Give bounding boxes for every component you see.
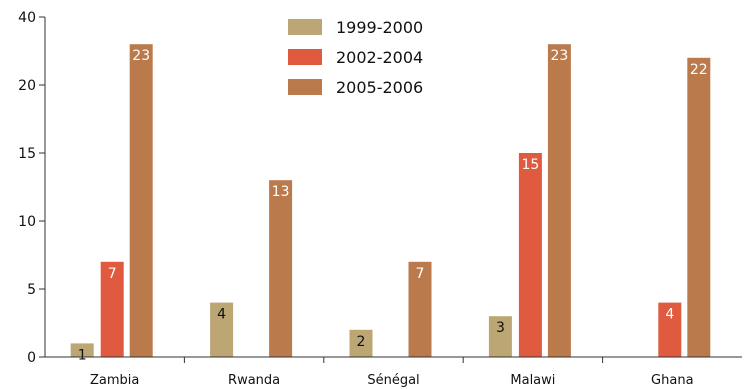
bar [518,153,542,357]
data-labels-layer: 1 7 23 4 13 2 7 3 15 23 4 22 [78,48,708,363]
legend-label: 2005-2006 [336,77,424,97]
legend-swatch [288,49,322,65]
data-label: 23 [550,48,568,64]
x-axis-layer: Zambia Rwanda Sénégal Malawi Ghana [45,356,742,388]
bar [547,44,571,357]
bar [349,329,373,357]
legend: 1999-2000 2002-2004 2005-2006 [288,12,423,102]
data-label: 23 [132,48,150,64]
y-tick-label: 10 [18,214,36,230]
x-tick-label: Zambia [90,373,139,388]
x-tick-label: Rwanda [228,373,280,388]
bar [100,261,124,357]
bar [687,57,711,358]
x-tick-label: Ghana [651,373,694,388]
legend-swatch [288,19,322,35]
y-axis-layer: 0 5 10 15 20 40 [18,10,46,366]
y-tick-label: 40 [18,10,36,26]
data-label: 4 [665,307,674,323]
bar [70,343,94,357]
data-label: 3 [496,320,505,336]
x-tick-label: Malawi [510,373,555,388]
data-label: 13 [272,184,290,200]
y-tick-label: 0 [27,350,36,366]
data-label: 4 [217,307,226,323]
legend-label: 2002-2004 [336,47,424,67]
legend-item-2002-2004: 2002-2004 [288,42,423,72]
bar [408,261,432,357]
legend-item-2005-2006: 2005-2006 [288,72,423,102]
data-label: 15 [521,157,539,173]
data-label: 22 [690,62,708,78]
bar [488,316,512,357]
data-label: 7 [416,266,425,282]
legend-label: 1999-2000 [336,17,424,37]
bars-layer [70,44,711,358]
legend-item-1999-2000: 1999-2000 [288,12,423,42]
bar [269,180,293,357]
data-label: 1 [78,347,87,363]
legend-swatch [288,79,322,95]
x-tick-label: Sénégal [367,373,419,388]
bar [658,302,682,357]
bar [129,44,153,357]
y-tick-label: 15 [18,146,36,162]
y-tick-label: 20 [18,78,36,94]
bar [210,302,234,357]
data-label: 2 [357,334,366,350]
y-tick-label: 5 [27,282,36,298]
data-label: 7 [108,266,117,282]
